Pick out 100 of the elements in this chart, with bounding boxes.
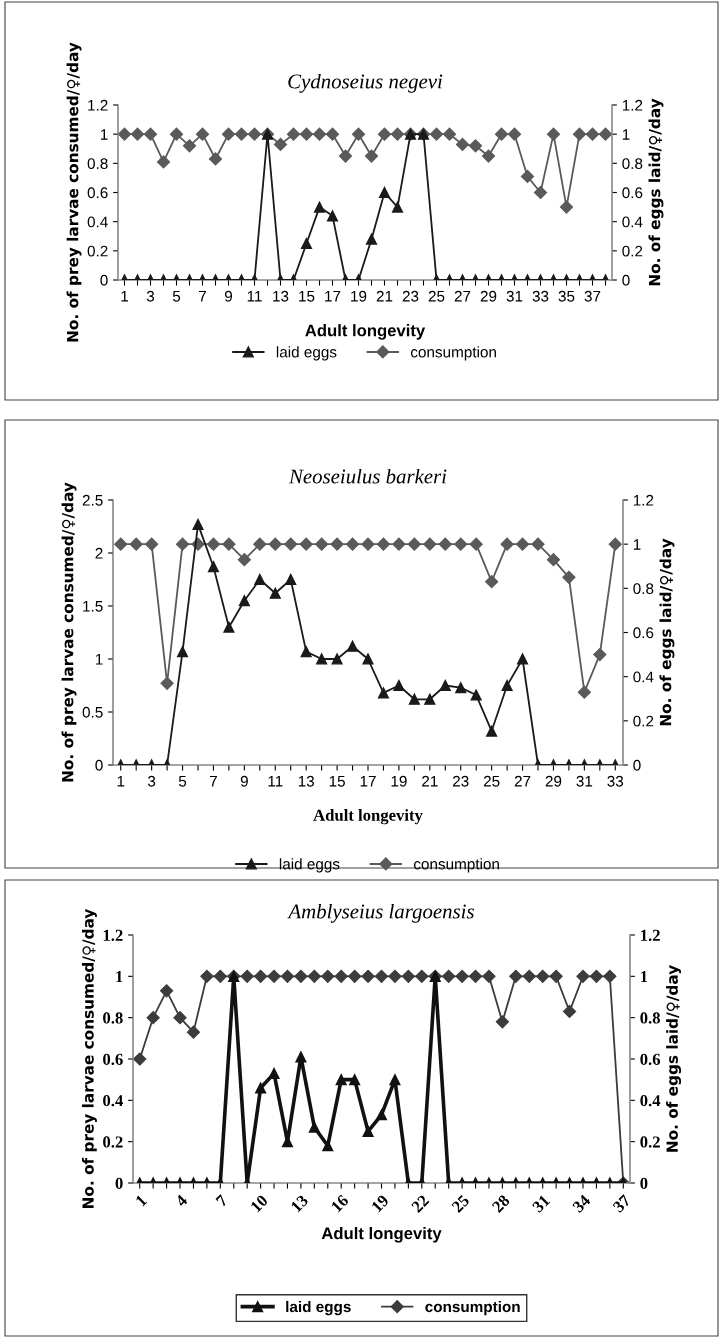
y2-tick-label: 0.4 — [633, 671, 654, 683]
x-tick-label: 33 — [607, 775, 624, 787]
x-tick-label: 31 — [531, 1194, 551, 1214]
x-tick-label: 13 — [298, 775, 315, 787]
x-tick-label: 21 — [376, 290, 393, 302]
y2-tick-label: 0.2 — [633, 715, 654, 727]
x-tick-label: 13 — [290, 1194, 309, 1213]
y2-tick-label: 0.4 — [622, 216, 643, 228]
x-tick-label: 25 — [483, 775, 500, 787]
x-tick-label: 10 — [250, 1194, 269, 1213]
x-tick-label: 33 — [532, 290, 549, 302]
y2-tick-label: 0.6 — [633, 627, 654, 639]
x-axis-title: Adult longevity — [305, 324, 426, 340]
y2-tick-label: 1 — [641, 971, 648, 983]
x-tick-label: 37 — [584, 290, 601, 302]
legend-label: consumption — [425, 1300, 520, 1316]
y-tick-label: 1.5 — [83, 601, 103, 612]
x-tick-label: 15 — [299, 290, 315, 302]
y-tick-label: 1 — [116, 971, 123, 983]
y2-tick-label: 1 — [622, 129, 630, 140]
x-tick-label: 5 — [172, 290, 181, 302]
x-tick-label: 9 — [240, 775, 248, 787]
y2-tick-label: 1 — [633, 539, 641, 550]
y-tick-label: 0 — [115, 1177, 123, 1189]
y2-tick-label: 0 — [640, 1177, 648, 1189]
x-tick-label: 16 — [330, 1194, 350, 1213]
x-tick-label: 31 — [506, 290, 523, 302]
legend-label: consumption — [413, 858, 499, 873]
y2-tick-label: 1.2 — [622, 99, 643, 111]
x-tick-label: 19 — [391, 775, 407, 787]
y-tick-label: 2 — [95, 547, 103, 559]
y-tick-label: 0 — [95, 759, 103, 771]
x-tick-label: 13 — [273, 290, 289, 302]
chart-title: Cydnoseius negevi — [288, 73, 443, 93]
x-tick-label: 7 — [215, 1194, 229, 1207]
x-axis-title: Adult longevity — [321, 1227, 442, 1243]
x-tick-label: 28 — [491, 1194, 511, 1213]
y-tick-label: 0.2 — [87, 245, 108, 257]
y-tick-label: 0.8 — [103, 1012, 123, 1024]
x-tick-label: 31 — [576, 775, 593, 787]
y-tick-label: 1 — [100, 129, 108, 140]
y2-tick-label: 0 — [633, 759, 641, 771]
y-tick-label: 0.4 — [103, 1095, 123, 1107]
x-tick-label: 29 — [545, 775, 562, 787]
y2-tick-label: 0.6 — [622, 187, 643, 199]
y-tick-label: 0 — [100, 274, 108, 286]
x-tick-label: 37 — [612, 1194, 632, 1214]
chart-title: Amblyseius largoensis — [287, 903, 474, 923]
y2-axis-title: No. of eggs laid/♀/day — [648, 98, 664, 286]
y-tick-label: 0.4 — [87, 216, 108, 228]
y-axis-title: No. of prey larvae consumed/♀/day — [81, 908, 97, 1208]
x-tick-label: 25 — [428, 290, 445, 302]
y2-axis-title: No. of eggs laid/♀/day — [659, 538, 675, 726]
x-tick-label: 25 — [451, 1194, 470, 1213]
x-tick-label: 21 — [422, 775, 438, 787]
y-tick-label: 0.5 — [82, 706, 103, 718]
x-tick-label: 5 — [178, 775, 187, 787]
x-tick-label: 3 — [146, 290, 155, 302]
y-tick-label: 2.5 — [82, 494, 103, 506]
x-tick-label: 29 — [480, 290, 497, 302]
x-tick-label: 23 — [402, 290, 419, 302]
legend-label: laid eggs — [279, 858, 340, 873]
y2-tick-label: 0.8 — [633, 583, 654, 595]
y2-tick-label: 0.8 — [640, 1012, 660, 1024]
y2-tick-label: 0.6 — [640, 1053, 661, 1066]
y2-tick-label: 0.2 — [622, 245, 643, 257]
x-tick-label: 19 — [371, 1194, 390, 1213]
x-tick-label: 4 — [174, 1194, 188, 1208]
y-axis-title: No. of prey larvae consumed/♀/day — [66, 42, 82, 342]
x-tick-label: 35 — [558, 290, 575, 302]
x-tick-label: 3 — [147, 775, 156, 787]
x-tick-label: 1 — [135, 1194, 148, 1207]
y2-tick-label: 0.4 — [640, 1095, 661, 1107]
x-tick-label: 7 — [199, 290, 206, 302]
y2-axis-title: No. of eggs laid/♀/day — [666, 965, 682, 1152]
y2-tick-label: 1.2 — [633, 494, 654, 506]
x-tick-label: 19 — [351, 290, 367, 302]
y2-tick-label: 0 — [622, 274, 630, 286]
chart-title: Neoseiulus barkeri — [288, 468, 447, 484]
y-tick-label: 1.2 — [103, 929, 123, 942]
legend-label: laid eggs — [276, 346, 337, 361]
x-tick-label: 23 — [453, 775, 469, 787]
y-axis-title: No. of prey larvae consumed/♀/day — [61, 482, 77, 782]
y-tick-label: 1.2 — [88, 99, 108, 111]
legend-label: consumption — [410, 346, 496, 361]
x-tick-label: 11 — [268, 775, 283, 787]
x-tick-label: 22 — [410, 1194, 430, 1213]
y-tick-label: 1 — [95, 654, 103, 665]
y-tick-label: 0.8 — [87, 158, 108, 170]
x-axis-title: Adult longevity — [313, 809, 423, 825]
y2-tick-label: 0.2 — [640, 1136, 660, 1148]
y2-tick-label: 1.2 — [641, 929, 660, 942]
x-tick-label: 17 — [360, 775, 376, 787]
x-tick-label: 27 — [454, 290, 471, 302]
x-tick-label: 9 — [224, 290, 233, 302]
x-tick-label: 34 — [572, 1194, 592, 1214]
x-tick-label: 15 — [329, 775, 345, 787]
y-tick-label: 0.2 — [103, 1136, 123, 1148]
x-tick-label: 27 — [514, 775, 531, 787]
x-tick-label: 11 — [247, 290, 262, 302]
